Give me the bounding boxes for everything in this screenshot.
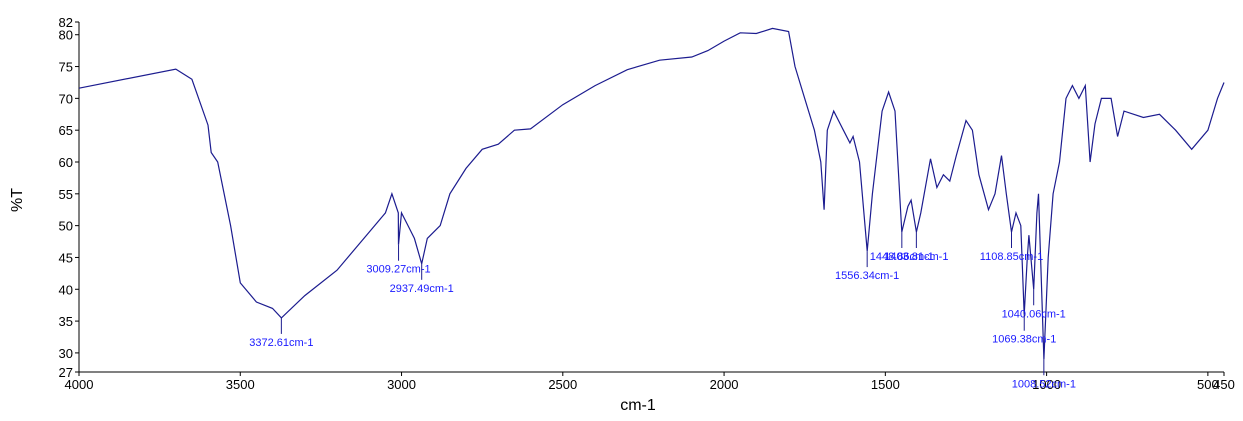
x-tick-label: 1000 — [1032, 377, 1061, 392]
y-tick-label: 40 — [59, 282, 73, 297]
peak-label: 2937.49cm-1 — [390, 283, 454, 295]
peak-label: 1069.38cm-1 — [992, 334, 1056, 346]
x-tick-label: 450 — [1213, 377, 1235, 392]
spectrum-line — [78, 27, 1225, 360]
y-tick-label: 80 — [59, 28, 73, 43]
y-tick-label: 55 — [59, 187, 73, 202]
x-tick-label: 2000 — [710, 377, 739, 392]
x-tick-label: 1500 — [871, 377, 900, 392]
y-axis-title: %T — [9, 188, 26, 212]
peak-label: 1108.85cm-1 — [980, 251, 1043, 263]
y-tick-label: 27 — [59, 365, 73, 380]
peak-label: 3372.61cm-1 — [249, 337, 313, 349]
peak-label: 1448.86cm-1 — [870, 251, 934, 263]
peak-label: 1556.34cm-1 — [835, 270, 899, 282]
y-tick-label: 82 — [59, 15, 73, 30]
x-tick-label: 3500 — [226, 377, 255, 392]
y-tick-label: 35 — [59, 314, 73, 329]
x-axis-title: cm-1 — [620, 397, 656, 414]
y-tick-label: 75 — [59, 60, 73, 75]
x-tick-label: 2500 — [548, 377, 577, 392]
x-tick-label: 4000 — [65, 377, 94, 392]
peak-label: 1040.06cm-1 — [1002, 308, 1066, 320]
y-tick-label: 45 — [59, 250, 73, 265]
y-tick-label: 70 — [59, 91, 73, 106]
y-tick-label: 50 — [59, 219, 73, 234]
y-tick-label: 65 — [59, 123, 73, 138]
x-tick-label: 500 — [1197, 377, 1219, 392]
peak-label: 3009.27cm-1 — [366, 264, 430, 276]
peak-label: 1403.81cm-1 — [884, 251, 948, 263]
y-tick-label: 60 — [59, 155, 73, 170]
x-tick-label: 3000 — [387, 377, 416, 392]
peak-label: 1008.52cm-1 — [1012, 378, 1076, 390]
y-tick-label: 30 — [59, 346, 73, 361]
